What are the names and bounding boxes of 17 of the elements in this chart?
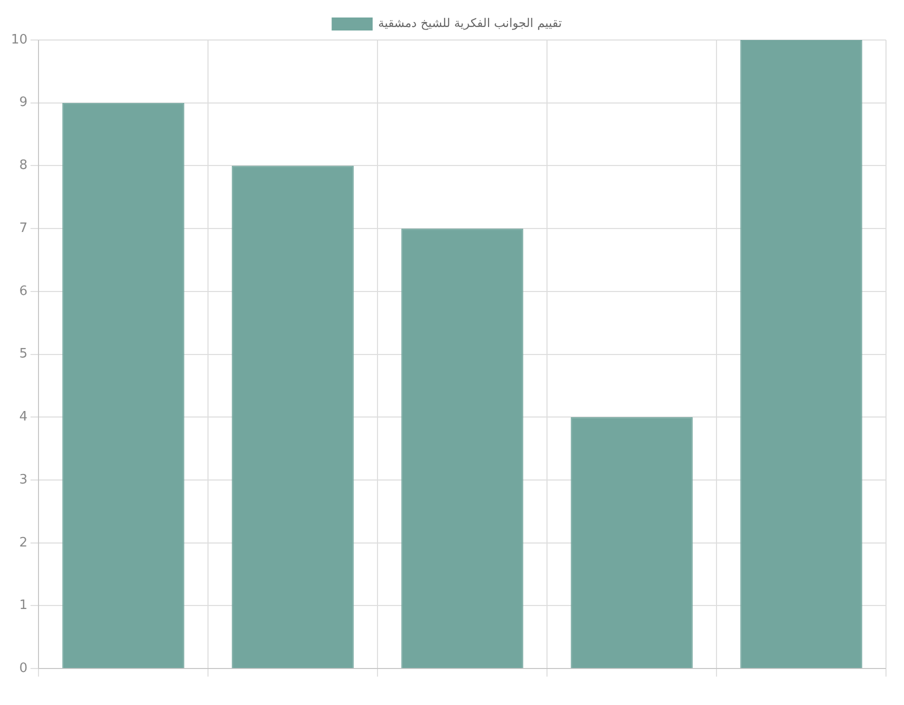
legend-label: تقييم الجوانب الفكرية للشيخ دمشقية <box>378 16 562 30</box>
y-tick-label: 5 <box>19 346 28 362</box>
y-tick-label: 1 <box>19 598 28 614</box>
bar <box>62 102 184 668</box>
bar <box>401 228 524 668</box>
y-tick-label: 2 <box>19 535 28 550</box>
y-tick-label: 4 <box>19 410 28 425</box>
bar <box>570 417 693 668</box>
bar <box>232 166 354 668</box>
y-tick-label: 7 <box>19 220 28 236</box>
y-tick-label: 10 <box>10 32 28 48</box>
bar <box>740 40 862 668</box>
y-tick-label: 0 <box>19 660 28 676</box>
y-tick-label: 9 <box>19 95 28 110</box>
y-tick-label: 3 <box>19 472 28 488</box>
y-tick-label: 8 <box>19 158 28 174</box>
y-tick-label: 6 <box>19 284 28 299</box>
